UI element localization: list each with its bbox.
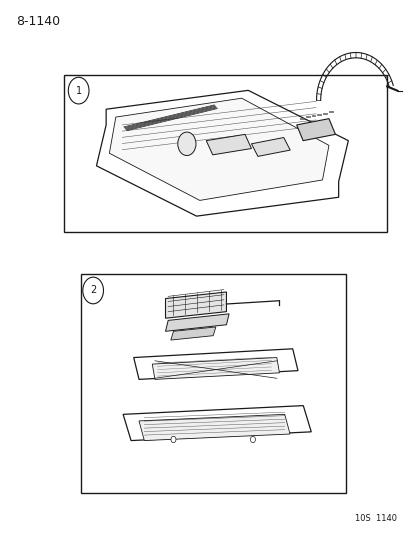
Polygon shape: [139, 414, 290, 441]
Text: 10S  1140: 10S 1140: [355, 514, 396, 523]
Circle shape: [171, 437, 176, 443]
Polygon shape: [251, 138, 290, 156]
Polygon shape: [109, 98, 328, 200]
Text: 8-1140: 8-1140: [16, 15, 60, 28]
Bar: [299, 118, 303, 119]
Polygon shape: [133, 349, 297, 379]
Circle shape: [68, 77, 89, 104]
Bar: [64, 75, 386, 232]
Polygon shape: [206, 134, 251, 155]
Polygon shape: [165, 292, 226, 318]
Circle shape: [250, 437, 255, 443]
Bar: [81, 274, 345, 493]
Polygon shape: [123, 406, 311, 441]
Polygon shape: [96, 90, 347, 216]
Bar: [305, 116, 309, 117]
Polygon shape: [171, 327, 215, 340]
Polygon shape: [165, 314, 228, 332]
Bar: [328, 111, 332, 112]
Bar: [317, 114, 320, 115]
Polygon shape: [296, 119, 335, 141]
Circle shape: [177, 132, 195, 156]
Bar: [323, 112, 326, 114]
Text: 2: 2: [90, 286, 96, 295]
Circle shape: [83, 277, 103, 304]
Bar: [311, 115, 315, 116]
Polygon shape: [152, 358, 279, 379]
Text: 1: 1: [76, 86, 81, 95]
